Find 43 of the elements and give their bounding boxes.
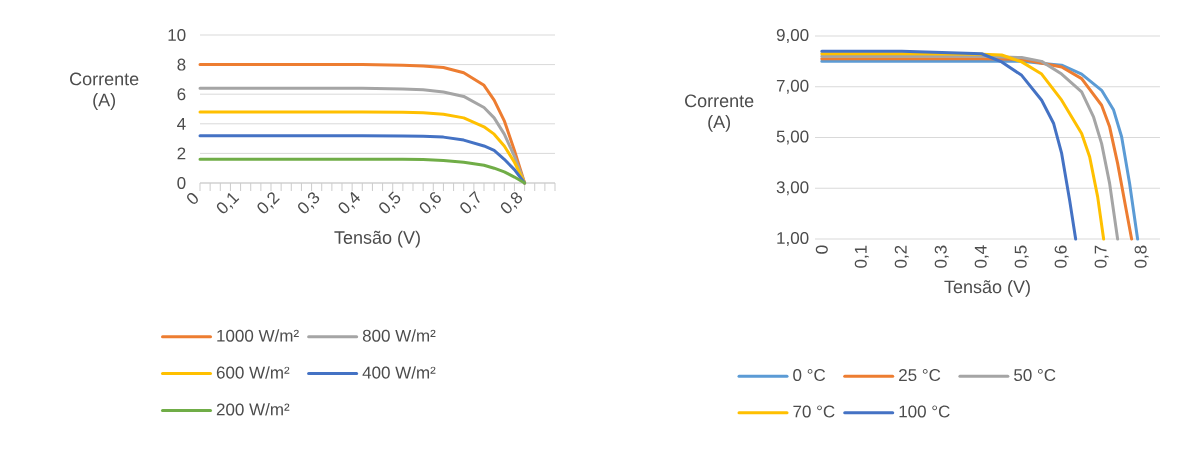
x-tick-label: 0,3 bbox=[298, 192, 320, 214]
legend-label: 400 W/m² bbox=[362, 366, 436, 379]
legend-label: 1000 W/m² bbox=[217, 329, 299, 342]
y-tick-label: 8 bbox=[177, 58, 186, 71]
legend-label: 25 °C bbox=[899, 369, 941, 382]
y-tick-label: 7,00 bbox=[776, 79, 809, 94]
x-tick-label: 0 bbox=[187, 193, 198, 204]
legend-label: 100 °C bbox=[899, 405, 950, 418]
legend-label: 800 W/m² bbox=[362, 329, 436, 342]
x-tick-label: 0,2 bbox=[894, 245, 909, 268]
y-tick-label: 5,00 bbox=[776, 130, 809, 145]
legend-label: 200 W/m² bbox=[216, 403, 290, 416]
x-tick-label: 0,1 bbox=[854, 245, 869, 268]
x-tick-label: 0,7 bbox=[1094, 245, 1109, 268]
x-tick-label: 0,1 bbox=[216, 192, 240, 214]
y-tick-label: 4 bbox=[177, 117, 186, 130]
x-tick-label: 0,3 bbox=[934, 245, 949, 268]
y-tick-label: 9,00 bbox=[776, 28, 809, 44]
y-tick-label: 3,00 bbox=[776, 181, 809, 196]
x-tick-label: 0,5 bbox=[379, 191, 401, 214]
x-axis-title: Tensão (V) bbox=[944, 280, 1030, 297]
legend-label: 600 W/m² bbox=[216, 366, 290, 379]
y-tick-label: 0 bbox=[177, 176, 186, 190]
legend-label: 0 °C bbox=[793, 369, 826, 382]
x-tick-label: 0,5 bbox=[1014, 245, 1029, 268]
legend-label: 50 °C bbox=[1014, 369, 1056, 382]
x-tick-label: 0 bbox=[815, 245, 828, 254]
x-tick-label: 0,2 bbox=[257, 192, 280, 214]
x-tick-label: 0,4 bbox=[974, 245, 989, 268]
x-tick-label: 0,8 bbox=[1134, 245, 1149, 268]
x-tick-label: 0,8 bbox=[500, 192, 523, 214]
legend-label: 70 °C bbox=[793, 405, 835, 418]
x-tick-label: 0,6 bbox=[1054, 245, 1069, 268]
y-tick-label: 10 bbox=[168, 28, 186, 42]
x-tick-label: 0,7 bbox=[460, 190, 480, 214]
y-axis-title: Corrente (A) bbox=[685, 94, 754, 132]
y-axis-title: Corrente (A) bbox=[70, 72, 139, 110]
y-tick-label: 2 bbox=[177, 147, 186, 160]
x-tick-label: 0,4 bbox=[338, 191, 361, 214]
x-tick-label: 0,6 bbox=[419, 192, 441, 214]
y-tick-label: 6 bbox=[177, 88, 186, 101]
x-axis-title: Tensão (V) bbox=[334, 230, 420, 248]
y-tick-label: 1,00 bbox=[777, 231, 809, 247]
